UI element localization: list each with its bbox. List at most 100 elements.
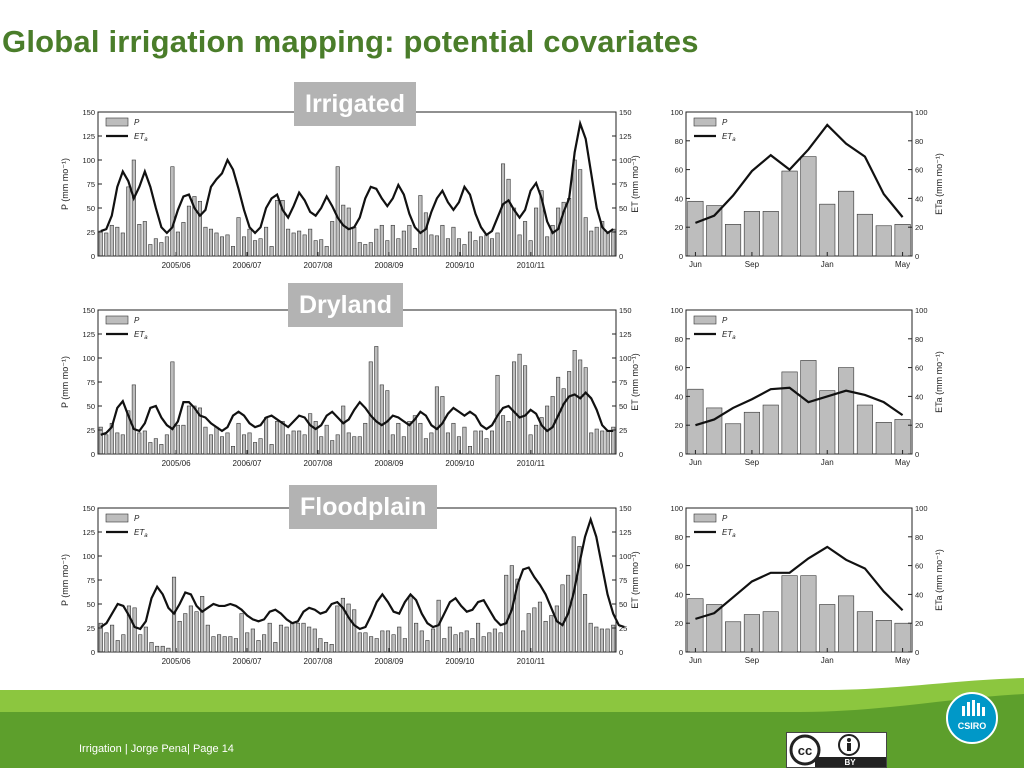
p-bar xyxy=(324,424,329,455)
p-bar xyxy=(115,226,120,257)
p-bar xyxy=(264,226,269,257)
plot-frame xyxy=(685,309,913,455)
p-bar xyxy=(414,622,419,653)
y-tick-label-right: 100 xyxy=(619,552,632,561)
p-bar xyxy=(98,426,103,455)
x-tick-label: 2009/10 xyxy=(445,261,474,270)
y-tick-label: 40 xyxy=(675,392,683,401)
y-tick-label-right: 50 xyxy=(619,402,627,411)
x-tick-label: Jun xyxy=(689,458,702,467)
p-bar xyxy=(170,166,175,257)
p-bar xyxy=(352,226,357,257)
p-bar xyxy=(819,390,836,455)
p-bar xyxy=(534,207,539,257)
p-bar xyxy=(687,598,704,653)
p-bar xyxy=(561,388,566,455)
p-bar xyxy=(278,624,284,653)
p-bar xyxy=(121,634,126,653)
p-bar xyxy=(470,638,475,653)
p-bar xyxy=(126,186,131,257)
y-tick-label-right: 20 xyxy=(915,619,923,628)
p-bar xyxy=(442,638,447,653)
y-tick-label: 100 xyxy=(670,504,683,513)
p-bar xyxy=(126,605,132,653)
legend-label-eta: ETa xyxy=(134,132,148,143)
p-bar xyxy=(423,212,428,257)
p-bar xyxy=(177,620,182,653)
p-bar xyxy=(572,350,577,455)
p-bar xyxy=(473,430,478,455)
y-axis-label-left: P (mm mo⁻¹) xyxy=(60,356,70,408)
p-bar xyxy=(357,632,362,653)
p-bar xyxy=(523,365,528,455)
p-bar xyxy=(286,434,291,455)
cc-by-label: BY xyxy=(844,758,856,767)
p-bar xyxy=(800,360,817,455)
y-tick-label-right: 100 xyxy=(915,108,928,117)
p-bar xyxy=(374,638,379,653)
plot-frame xyxy=(97,309,617,455)
p-bar xyxy=(340,597,345,653)
p-bar xyxy=(819,203,836,257)
p-bar xyxy=(330,440,335,455)
p-bar xyxy=(396,422,401,455)
cc-license-badge[interactable]: cc BY xyxy=(786,732,887,768)
x-tick-label: 2008/09 xyxy=(374,657,403,666)
p-bar xyxy=(543,620,548,653)
p-bar xyxy=(390,434,395,455)
legend-label-eta: ETa xyxy=(722,528,736,539)
p-bar xyxy=(357,242,362,257)
p-bar xyxy=(120,434,125,455)
p-bar xyxy=(258,238,263,257)
p-bar xyxy=(368,242,373,257)
p-bar xyxy=(225,234,230,257)
y-tick-label: 75 xyxy=(87,378,95,387)
x-tick-label: Sep xyxy=(745,260,760,269)
p-bar xyxy=(534,424,539,455)
p-bar xyxy=(269,246,274,257)
p-bar xyxy=(838,367,855,455)
y-tick-label-right: 60 xyxy=(915,364,923,373)
p-bar xyxy=(554,605,559,653)
p-bar xyxy=(423,438,428,455)
p-bar xyxy=(459,632,464,653)
p-bar xyxy=(418,195,423,257)
p-bar xyxy=(706,407,723,455)
y-tick-label-right: 150 xyxy=(619,108,632,117)
p-bar xyxy=(181,222,186,257)
p-bar xyxy=(159,242,164,257)
p-bar xyxy=(856,213,873,257)
cc-icon xyxy=(789,734,821,766)
x-tick-label: May xyxy=(895,656,910,665)
p-bar xyxy=(203,226,208,257)
p-bar xyxy=(335,166,340,257)
x-tick-label: 2008/09 xyxy=(374,261,403,270)
y-tick-label-right: 125 xyxy=(619,330,632,339)
section-label-irrigated: Irrigated xyxy=(294,82,417,126)
p-bar xyxy=(582,594,588,653)
legend-swatch-p xyxy=(105,513,129,523)
p-bar xyxy=(346,432,351,455)
p-bar xyxy=(269,444,274,455)
y-tick-label: 0 xyxy=(91,450,95,459)
p-bar xyxy=(800,575,817,653)
y-tick-label: 60 xyxy=(675,562,683,571)
p-bar xyxy=(588,622,593,653)
eta-line xyxy=(695,386,904,427)
x-tick-label: Jan xyxy=(821,260,834,269)
p-bar xyxy=(228,636,233,653)
p-bar xyxy=(408,596,413,653)
legend-swatch-p xyxy=(105,315,129,325)
p-bar xyxy=(484,234,489,257)
legend-label-p: P xyxy=(134,514,140,523)
p-bar xyxy=(307,626,312,653)
floodplain-annual-chart: 0 0 20 20 40 40 60 60 80 80 100 100 Jun Sep Jan May P ETa… xyxy=(656,498,958,676)
eta-line xyxy=(695,123,904,224)
y-tick-label-right: 20 xyxy=(915,421,923,430)
p-bar xyxy=(419,630,424,653)
p-bar xyxy=(385,240,390,257)
p-bar xyxy=(743,411,760,455)
p-bar xyxy=(687,388,704,455)
x-tick-label: 2009/10 xyxy=(445,657,474,666)
p-bar xyxy=(284,626,289,653)
